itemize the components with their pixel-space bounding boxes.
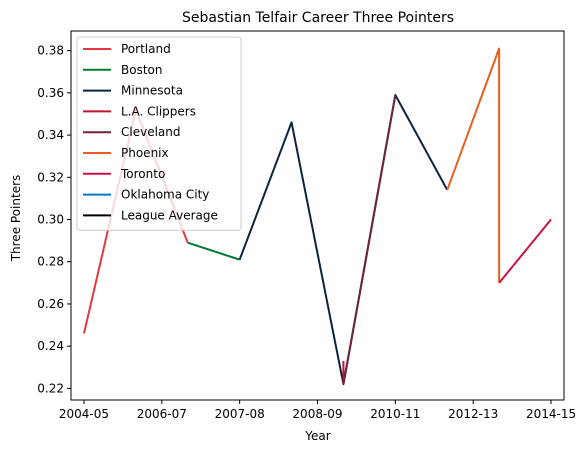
legend-label: Cleveland (121, 125, 181, 139)
series-line-cleveland (342, 94, 397, 385)
y-axis-title: Three Pointers (9, 175, 23, 263)
y-tick-label: 0.30 (37, 213, 64, 227)
y-tick-label: 0.28 (37, 255, 64, 269)
y-tick-label: 0.36 (37, 86, 64, 100)
x-tick-label: 2006-07 (137, 407, 187, 421)
legend-label: Oklahoma City (121, 188, 209, 202)
x-tick-label: 2014-15 (526, 407, 576, 421)
legend: Portland Boston Minnesota L.A. Clippers Clev… (76, 36, 242, 231)
x-axis-title: Year (304, 429, 330, 443)
x-tick-label: 2010-11 (370, 407, 420, 421)
y-tick-label: 0.22 (37, 381, 64, 395)
chart-title: Sebastian Telfair Career Three Pointers (182, 10, 454, 26)
x-tick-label: 2004-05 (59, 407, 109, 421)
x-axis: 2004-05 2006-07 2007-08 2008-09 2010-11 2012-… (59, 400, 576, 421)
y-tick-label: 0.26 (37, 297, 64, 311)
legend-label: Minnesota (121, 84, 183, 98)
x-tick-label: 2008-09 (292, 407, 342, 421)
legend-label: Portland (121, 42, 171, 56)
legend-label: Toronto (120, 167, 165, 181)
legend-label: League Average (121, 208, 218, 222)
x-tick-label: 2007-08 (215, 407, 265, 421)
legend-box (76, 36, 242, 231)
series-line-toronto (498, 218, 552, 284)
series-line-phoenix (446, 47, 501, 283)
y-axis: 0.22 0.24 0.26 0.28 0.30 0.32 0.34 0.36 0.38 (37, 44, 71, 395)
y-tick-label: 0.38 (37, 44, 64, 58)
y-tick-label: 0.32 (37, 170, 64, 184)
y-tick-label: 0.34 (37, 128, 64, 142)
series-line-boston (187, 241, 240, 261)
y-tick-label: 0.24 (37, 339, 64, 353)
legend-label: Phoenix (121, 146, 169, 160)
legend-label: Boston (121, 63, 162, 77)
x-tick-label: 2012-13 (448, 407, 498, 421)
plot-frame (70, 30, 565, 401)
legend-label: L.A. Clippers (121, 104, 196, 118)
